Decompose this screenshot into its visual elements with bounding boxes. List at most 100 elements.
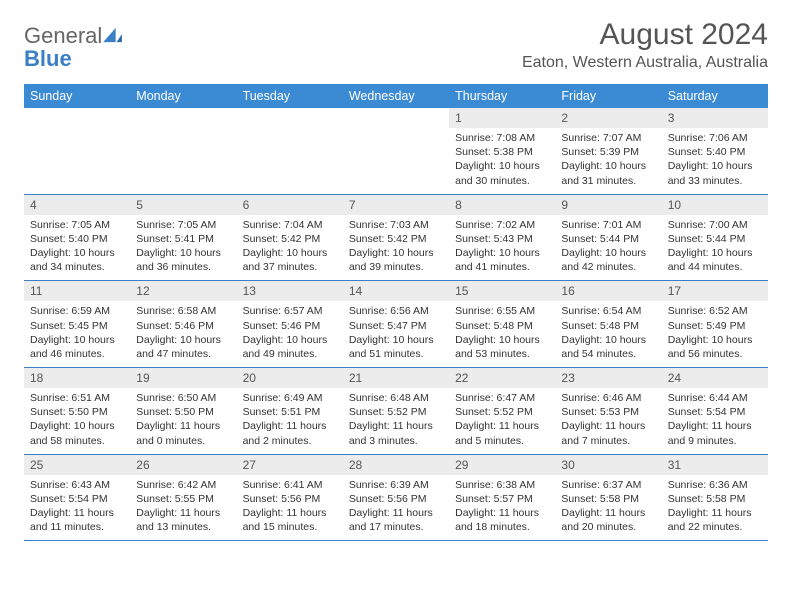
day-cell: 15Sunrise: 6:55 AMSunset: 5:48 PMDayligh… bbox=[449, 281, 555, 368]
day-number: 20 bbox=[237, 368, 343, 388]
day-number: 16 bbox=[555, 281, 661, 301]
week-row: 4Sunrise: 7:05 AMSunset: 5:40 PMDaylight… bbox=[24, 194, 768, 281]
day-number: 4 bbox=[24, 195, 130, 215]
sunrise-text: Sunrise: 6:58 AM bbox=[136, 304, 230, 318]
day-number: 18 bbox=[24, 368, 130, 388]
title-block: August 2024 Eaton, Western Australia, Au… bbox=[522, 18, 768, 72]
day-details: Sunrise: 7:01 AMSunset: 5:44 PMDaylight:… bbox=[555, 215, 661, 275]
sunrise-text: Sunrise: 6:54 AM bbox=[561, 304, 655, 318]
sunrise-text: Sunrise: 6:46 AM bbox=[561, 391, 655, 405]
logo: GeneralBlue bbox=[24, 18, 123, 70]
weekday-header: Thursday bbox=[449, 84, 555, 108]
day-number: 9 bbox=[555, 195, 661, 215]
sunset-text: Sunset: 5:55 PM bbox=[136, 492, 230, 506]
day-details: Sunrise: 7:03 AMSunset: 5:42 PMDaylight:… bbox=[343, 215, 449, 275]
sunset-text: Sunset: 5:53 PM bbox=[561, 405, 655, 419]
day-details: Sunrise: 6:48 AMSunset: 5:52 PMDaylight:… bbox=[343, 388, 449, 448]
daylight-text: and 22 minutes. bbox=[668, 520, 762, 534]
daylight-text: and 42 minutes. bbox=[561, 260, 655, 274]
day-cell: 1Sunrise: 7:08 AMSunset: 5:38 PMDaylight… bbox=[449, 108, 555, 194]
daylight-text: and 13 minutes. bbox=[136, 520, 230, 534]
sunrise-text: Sunrise: 7:05 AM bbox=[136, 218, 230, 232]
day-cell bbox=[130, 108, 236, 194]
daylight-text: Daylight: 10 hours bbox=[243, 246, 337, 260]
day-number: 8 bbox=[449, 195, 555, 215]
daylight-text: Daylight: 10 hours bbox=[30, 419, 124, 433]
sunrise-text: Sunrise: 6:52 AM bbox=[668, 304, 762, 318]
day-cell: 29Sunrise: 6:38 AMSunset: 5:57 PMDayligh… bbox=[449, 454, 555, 541]
sunset-text: Sunset: 5:54 PM bbox=[668, 405, 762, 419]
day-number: 26 bbox=[130, 455, 236, 475]
weekday-header: Sunday bbox=[24, 84, 130, 108]
sunset-text: Sunset: 5:48 PM bbox=[455, 319, 549, 333]
daylight-text: Daylight: 10 hours bbox=[561, 333, 655, 347]
day-details: Sunrise: 6:59 AMSunset: 5:45 PMDaylight:… bbox=[24, 301, 130, 361]
daylight-text: and 20 minutes. bbox=[561, 520, 655, 534]
day-number: 10 bbox=[662, 195, 768, 215]
day-cell: 11Sunrise: 6:59 AMSunset: 5:45 PMDayligh… bbox=[24, 281, 130, 368]
daylight-text: Daylight: 10 hours bbox=[136, 246, 230, 260]
sunrise-text: Sunrise: 7:01 AM bbox=[561, 218, 655, 232]
daylight-text: and 41 minutes. bbox=[455, 260, 549, 274]
day-cell: 28Sunrise: 6:39 AMSunset: 5:56 PMDayligh… bbox=[343, 454, 449, 541]
day-cell: 8 Sunrise: 7:02 AMSunset: 5:43 PMDaylight… bbox=[449, 194, 555, 281]
sunset-text: Sunset: 5:42 PM bbox=[349, 232, 443, 246]
day-cell: 3Sunrise: 7:06 AMSunset: 5:40 PMDaylight… bbox=[662, 108, 768, 194]
daylight-text: Daylight: 11 hours bbox=[455, 419, 549, 433]
sunset-text: Sunset: 5:57 PM bbox=[455, 492, 549, 506]
day-cell: 7Sunrise: 7:03 AMSunset: 5:42 PMDaylight… bbox=[343, 194, 449, 281]
sunrise-text: Sunrise: 7:05 AM bbox=[30, 218, 124, 232]
week-row: 1Sunrise: 7:08 AMSunset: 5:38 PMDaylight… bbox=[24, 108, 768, 194]
sunset-text: Sunset: 5:43 PM bbox=[455, 232, 549, 246]
daylight-text: Daylight: 10 hours bbox=[455, 246, 549, 260]
sunset-text: Sunset: 5:45 PM bbox=[30, 319, 124, 333]
page-location: Eaton, Western Australia, Australia bbox=[522, 54, 768, 72]
sunset-text: Sunset: 5:46 PM bbox=[136, 319, 230, 333]
empty-day bbox=[343, 108, 449, 128]
day-details: Sunrise: 7:06 AMSunset: 5:40 PMDaylight:… bbox=[662, 128, 768, 188]
sunset-text: Sunset: 5:40 PM bbox=[30, 232, 124, 246]
day-number: 14 bbox=[343, 281, 449, 301]
day-number: 29 bbox=[449, 455, 555, 475]
day-cell: 22Sunrise: 6:47 AMSunset: 5:52 PMDayligh… bbox=[449, 368, 555, 455]
day-number: 27 bbox=[237, 455, 343, 475]
sunrise-text: Sunrise: 7:02 AM bbox=[455, 218, 549, 232]
sunrise-text: Sunrise: 6:43 AM bbox=[30, 478, 124, 492]
sunrise-text: Sunrise: 6:37 AM bbox=[561, 478, 655, 492]
sunrise-text: Sunrise: 7:07 AM bbox=[561, 131, 655, 145]
daylight-text: Daylight: 11 hours bbox=[243, 506, 337, 520]
day-details: Sunrise: 6:54 AMSunset: 5:48 PMDaylight:… bbox=[555, 301, 661, 361]
day-cell: 6Sunrise: 7:04 AMSunset: 5:42 PMDaylight… bbox=[237, 194, 343, 281]
day-details: Sunrise: 6:44 AMSunset: 5:54 PMDaylight:… bbox=[662, 388, 768, 448]
day-details: Sunrise: 6:52 AMSunset: 5:49 PMDaylight:… bbox=[662, 301, 768, 361]
day-details: Sunrise: 6:43 AMSunset: 5:54 PMDaylight:… bbox=[24, 475, 130, 535]
day-cell bbox=[24, 108, 130, 194]
sunset-text: Sunset: 5:50 PM bbox=[30, 405, 124, 419]
day-details: Sunrise: 7:04 AMSunset: 5:42 PMDaylight:… bbox=[237, 215, 343, 275]
daylight-text: and 17 minutes. bbox=[349, 520, 443, 534]
daylight-text: Daylight: 11 hours bbox=[349, 506, 443, 520]
daylight-text: Daylight: 10 hours bbox=[136, 333, 230, 347]
daylight-text: and 39 minutes. bbox=[349, 260, 443, 274]
day-number: 21 bbox=[343, 368, 449, 388]
daylight-text: Daylight: 10 hours bbox=[668, 246, 762, 260]
daylight-text: and 18 minutes. bbox=[455, 520, 549, 534]
day-details: Sunrise: 6:51 AMSunset: 5:50 PMDaylight:… bbox=[24, 388, 130, 448]
sunrise-text: Sunrise: 6:38 AM bbox=[455, 478, 549, 492]
day-number: 24 bbox=[662, 368, 768, 388]
daylight-text: Daylight: 10 hours bbox=[30, 246, 124, 260]
sunset-text: Sunset: 5:44 PM bbox=[668, 232, 762, 246]
weekday-header: Monday bbox=[130, 84, 236, 108]
week-row: 18Sunrise: 6:51 AMSunset: 5:50 PMDayligh… bbox=[24, 368, 768, 455]
sunrise-text: Sunrise: 6:44 AM bbox=[668, 391, 762, 405]
sunrise-text: Sunrise: 6:47 AM bbox=[455, 391, 549, 405]
daylight-text: Daylight: 10 hours bbox=[668, 159, 762, 173]
daylight-text: and 11 minutes. bbox=[30, 520, 124, 534]
sunrise-text: Sunrise: 7:08 AM bbox=[455, 131, 549, 145]
sunrise-text: Sunrise: 6:59 AM bbox=[30, 304, 124, 318]
daylight-text: Daylight: 10 hours bbox=[561, 159, 655, 173]
sunrise-text: Sunrise: 6:56 AM bbox=[349, 304, 443, 318]
day-cell: 19Sunrise: 6:50 AMSunset: 5:50 PMDayligh… bbox=[130, 368, 236, 455]
sunset-text: Sunset: 5:54 PM bbox=[30, 492, 124, 506]
daylight-text: and 5 minutes. bbox=[455, 434, 549, 448]
